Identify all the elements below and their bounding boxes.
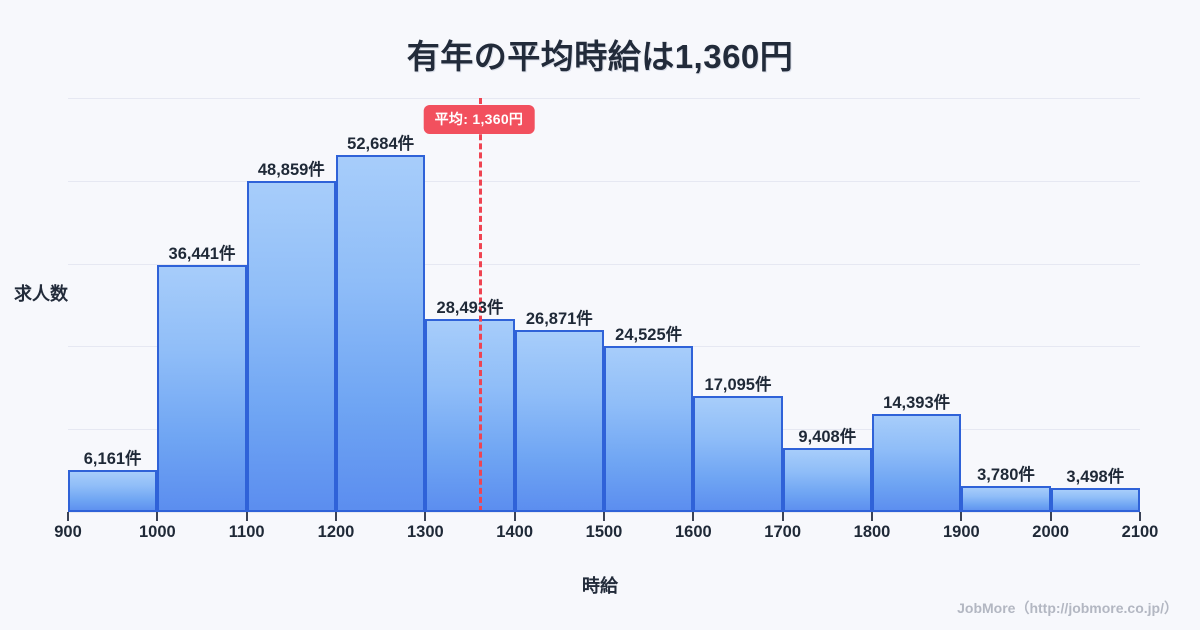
x-axis-tick [513, 512, 516, 521]
y-axis-title: 求人数 [14, 284, 68, 304]
x-axis-tick [245, 512, 248, 521]
mean-value-badge: 平均: 1,360円 [423, 105, 535, 134]
bar[interactable] [872, 414, 962, 512]
bar[interactable] [336, 155, 426, 512]
bar[interactable] [68, 470, 158, 512]
x-axis-tick [871, 512, 873, 521]
x-axis-tick-label: 1100 [228, 523, 265, 541]
bar-value-label: 52,684件 [347, 135, 415, 154]
bar-value-label: 3,498件 [1066, 468, 1125, 487]
bar[interactable] [425, 318, 515, 512]
x-axis-tick [781, 512, 784, 521]
bar[interactable] [604, 345, 694, 512]
x-axis-tick-label: 900 [54, 523, 82, 541]
bar[interactable] [246, 180, 336, 512]
bar[interactable] [961, 486, 1051, 512]
x-axis-tick-label: 1400 [496, 523, 534, 541]
footer-credit: JobMore（http://jobmore.co.jp/） [957, 600, 1178, 616]
bar[interactable] [514, 329, 604, 512]
bar-value-label: 17,095件 [704, 376, 772, 395]
x-axis-tick-label: 1700 [764, 523, 802, 541]
x-axis-tick [1049, 512, 1052, 521]
x-axis-tick-label: 1900 [942, 523, 980, 541]
x-axis-tick-label: 1300 [406, 523, 444, 541]
x-axis-tick [603, 512, 605, 521]
x-axis-tick-label: 1000 [138, 523, 176, 541]
x-axis-tick [335, 512, 337, 521]
mean-dashed-line [478, 98, 482, 512]
bar-value-label: 28,493件 [436, 298, 504, 317]
x-axis-tick-label: 1600 [674, 523, 712, 541]
x-axis-tick [1139, 512, 1141, 521]
x-axis-tick-label: 2100 [1121, 523, 1159, 541]
bar-value-label: 9,408件 [798, 428, 857, 447]
x-axis-tick [424, 512, 427, 521]
x-axis-tick-label: 1800 [853, 523, 891, 541]
bar[interactable] [782, 448, 872, 512]
bar[interactable] [157, 265, 247, 512]
bar-value-label: 36,441件 [168, 245, 236, 264]
chart-title: 有年の平均時給は1,360円 [406, 38, 794, 75]
bar-value-label: 26,871件 [525, 309, 593, 328]
bar-value-label: 14,393件 [883, 394, 951, 413]
plot-area [68, 98, 1140, 513]
x-axis-tick-label: 1500 [585, 523, 623, 541]
gridline [68, 264, 1140, 265]
x-axis-line [68, 510, 1140, 512]
bar-value-label: 48,859件 [257, 160, 325, 179]
bar-value-label: 3,780件 [977, 466, 1035, 485]
x-axis-tick-label: 1200 [317, 523, 355, 541]
x-axis-tick-label: 2000 [1032, 523, 1070, 541]
bar-value-label: 24,525件 [615, 325, 683, 344]
x-axis-tick [692, 512, 695, 521]
x-axis-tick [156, 512, 159, 521]
bar[interactable] [693, 396, 783, 512]
x-axis-title: 時給 [582, 576, 618, 596]
gridline [68, 98, 1140, 99]
x-axis-tick [960, 512, 963, 521]
bar-value-label: 6,161件 [83, 450, 142, 469]
bar[interactable] [1050, 488, 1140, 512]
gridline [68, 181, 1140, 182]
x-axis-tick [67, 512, 69, 521]
